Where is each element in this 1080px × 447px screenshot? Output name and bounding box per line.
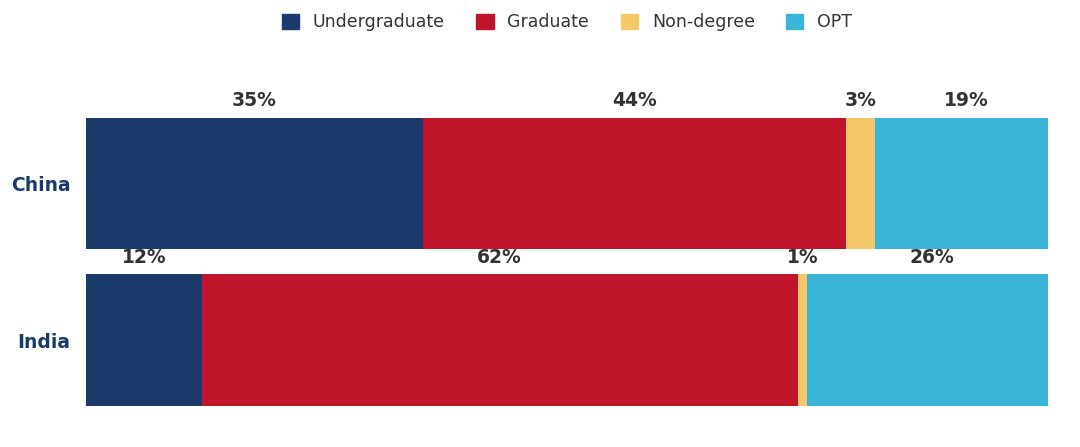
Bar xyxy=(846,118,875,249)
Bar xyxy=(807,274,1057,406)
Text: 3%: 3% xyxy=(845,91,876,110)
Text: 62%: 62% xyxy=(477,248,522,266)
Text: 26%: 26% xyxy=(909,248,955,266)
Bar xyxy=(423,118,846,249)
Bar xyxy=(875,118,1057,249)
Bar xyxy=(202,274,798,406)
Text: 35%: 35% xyxy=(232,91,278,110)
Text: 44%: 44% xyxy=(612,91,657,110)
Bar xyxy=(86,274,202,406)
Text: 1%: 1% xyxy=(786,248,819,266)
Text: 12%: 12% xyxy=(122,248,166,266)
Text: 19%: 19% xyxy=(944,91,988,110)
Bar xyxy=(798,274,807,406)
Bar xyxy=(86,118,423,249)
Legend: Undergraduate, Graduate, Non-degree, OPT: Undergraduate, Graduate, Non-degree, OPT xyxy=(282,13,852,31)
